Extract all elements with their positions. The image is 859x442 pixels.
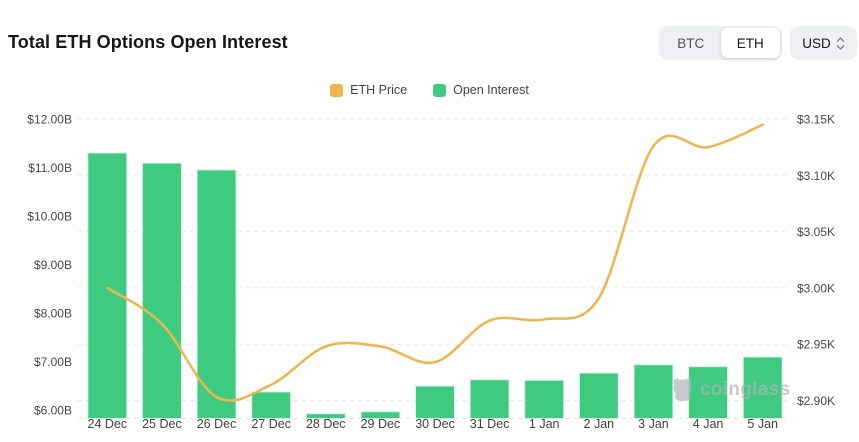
x-axis-label: 1 Jan bbox=[529, 417, 560, 431]
left-axis-label: $7.00B bbox=[34, 355, 72, 369]
currency-select[interactable]: USD bbox=[790, 26, 857, 60]
right-axis-label: $2.95K bbox=[797, 338, 835, 352]
left-axis-label: $8.00B bbox=[34, 306, 72, 320]
toggle-eth-button[interactable]: ETH bbox=[720, 28, 780, 58]
x-axis-label: 31 Dec bbox=[470, 417, 510, 431]
x-axis-label: 25 Dec bbox=[142, 417, 182, 431]
right-axis-label: $3.10K bbox=[797, 169, 835, 183]
legend-item-eth-price[interactable]: ETH Price bbox=[330, 83, 407, 97]
right-axis-label: $3.05K bbox=[797, 225, 835, 239]
currency-select-value: USD bbox=[802, 35, 831, 51]
x-axis-label: 3 Jan bbox=[638, 417, 669, 431]
x-axis-label: 30 Dec bbox=[415, 417, 455, 431]
right-axis-label: $3.15K bbox=[797, 113, 835, 127]
left-axis-label: $6.00B bbox=[34, 403, 72, 417]
x-axis-label: 28 Dec bbox=[306, 417, 346, 431]
open-interest-bar-26-dec[interactable] bbox=[196, 169, 237, 419]
open-interest-bar-5-jan[interactable] bbox=[742, 356, 783, 420]
page-title: Total ETH Options Open Interest bbox=[8, 32, 288, 52]
x-axis-label: 27 Dec bbox=[251, 417, 291, 431]
x-axis-label: 29 Dec bbox=[361, 417, 401, 431]
x-axis-label: 5 Jan bbox=[747, 417, 778, 431]
open-interest-bar-29-dec[interactable] bbox=[360, 411, 401, 419]
open-interest-bar-31-dec[interactable] bbox=[469, 379, 510, 419]
open-interest-bar-27-dec[interactable] bbox=[251, 391, 292, 419]
legend-swatch bbox=[433, 83, 447, 97]
open-interest-bar-1-jan[interactable] bbox=[524, 379, 565, 419]
legend-item-open-interest[interactable]: Open Interest bbox=[433, 83, 529, 97]
left-axis-label: $10.00B bbox=[27, 209, 72, 223]
legend-label: ETH Price bbox=[350, 83, 408, 97]
eth-price-line[interactable] bbox=[106, 123, 764, 402]
open-interest-bar-24-dec[interactable] bbox=[87, 152, 128, 419]
x-axis-label: 4 Jan bbox=[693, 417, 724, 431]
open-interest-bar-3-jan[interactable] bbox=[633, 364, 674, 419]
open-interest-bar-25-dec[interactable] bbox=[141, 162, 182, 419]
open-interest-bar-2-jan[interactable] bbox=[578, 372, 619, 419]
x-axis-label: 24 Dec bbox=[88, 417, 128, 431]
right-axis-label: $2.90K bbox=[797, 394, 835, 408]
updown-chevron-icon bbox=[836, 36, 844, 50]
left-axis-label: $9.00B bbox=[34, 258, 72, 272]
right-axis-label: $3.00K bbox=[797, 281, 835, 295]
legend-swatch bbox=[330, 83, 344, 97]
left-axis-label: $11.00B bbox=[28, 161, 72, 175]
left-axis-label: $12.00B bbox=[27, 113, 72, 127]
open-interest-bar-4-jan[interactable] bbox=[688, 366, 729, 420]
open-interest-bar-30-dec[interactable] bbox=[415, 385, 455, 420]
chart-legend: ETH Price Open Interest bbox=[0, 82, 859, 98]
asset-toggle[interactable]: BTC ETH bbox=[659, 26, 782, 60]
open-interest-bar-28-dec[interactable] bbox=[305, 413, 346, 419]
x-axis-label: 2 Jan bbox=[584, 417, 615, 431]
x-axis-label: 26 Dec bbox=[197, 417, 237, 431]
legend-label: Open Interest bbox=[453, 83, 529, 97]
toggle-btc-button[interactable]: BTC bbox=[677, 35, 705, 51]
